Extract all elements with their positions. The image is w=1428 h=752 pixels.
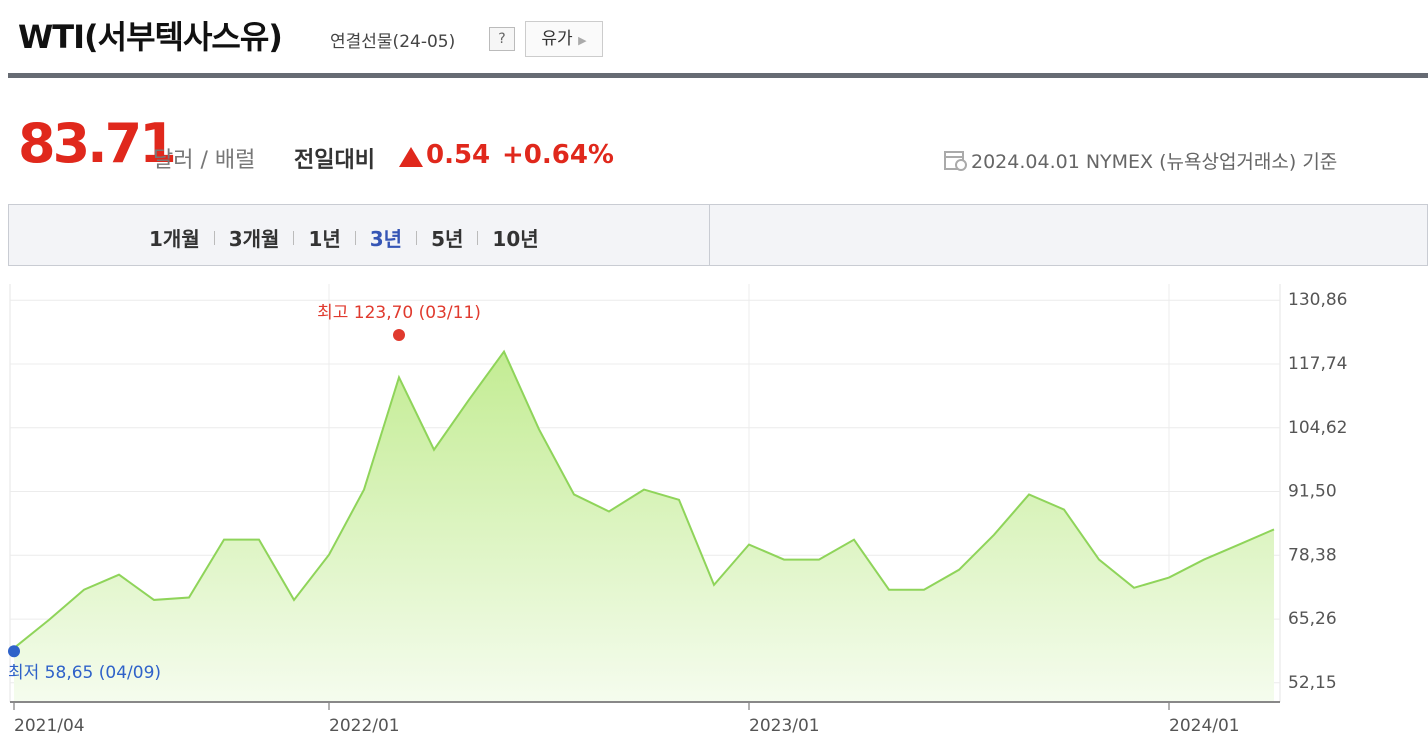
help-icon[interactable]: ? bbox=[489, 27, 515, 51]
tab-separator bbox=[293, 230, 295, 245]
x-tick-label: 2021/04 bbox=[14, 716, 85, 736]
category-button[interactable]: 유가 ▶ bbox=[525, 21, 603, 57]
y-tick-label: 91,50 bbox=[1288, 482, 1337, 502]
x-tick-label: 2024/01 bbox=[1169, 716, 1240, 736]
y-tick-label: 104,62 bbox=[1288, 418, 1347, 438]
change: 0.54 bbox=[426, 140, 491, 170]
tab-separator bbox=[354, 230, 356, 245]
y-tick-label: 130,86 bbox=[1288, 290, 1347, 310]
tab-separator bbox=[213, 230, 215, 245]
price: 83.71 bbox=[18, 112, 177, 175]
tab[interactable]: 10년 bbox=[492, 227, 539, 251]
x-tick-label: 2023/01 bbox=[749, 716, 820, 736]
tab[interactable]: 1개월 bbox=[149, 227, 200, 251]
chart: 52,15 65,26 78,38 91,50 104,62 117,74 130,86 20… bbox=[8, 284, 1347, 736]
y-tick-label: 117,74 bbox=[1288, 354, 1347, 374]
asof: 2024.04.01 NYMEX (뉴욕상업거래소) 기준 bbox=[971, 151, 1338, 173]
annotation-label: 최저 58,65 (04/09) bbox=[8, 663, 161, 683]
tab[interactable]: 3개월 bbox=[228, 227, 280, 251]
line bbox=[13, 349, 1275, 649]
title: WTI(서부텍사스유) bbox=[18, 18, 283, 56]
y-tick-label: 52,15 bbox=[1288, 673, 1337, 693]
up-icon bbox=[399, 147, 423, 167]
tabs: 1개월 3개월 1년 3년 5년 10년 bbox=[149, 223, 539, 252]
tab-bar: 1개월 3개월 1년 3년 5년 10년 bbox=[8, 204, 1428, 266]
change-label: 전일대비 bbox=[294, 148, 375, 173]
x-tick-label: 2022/01 bbox=[329, 716, 400, 736]
y-tick-label: 65,26 bbox=[1288, 609, 1337, 629]
annotation-dot bbox=[393, 329, 405, 342]
tab-separator bbox=[477, 230, 479, 245]
y-tick-label: 78,38 bbox=[1288, 545, 1337, 565]
area bbox=[14, 351, 1274, 702]
tab[interactable]: 5년 bbox=[431, 227, 464, 251]
annotation-dot bbox=[8, 645, 20, 658]
subtitle: 연결선물(24-05) bbox=[330, 32, 456, 52]
button-label: 유가 bbox=[541, 29, 573, 49]
divider bbox=[8, 73, 1428, 78]
calendar-icon bbox=[944, 151, 967, 171]
change-pct: +0.64% bbox=[502, 140, 614, 170]
tab[interactable]: 1년 bbox=[308, 227, 341, 251]
tab[interactable]: 3년 bbox=[369, 227, 403, 251]
unit: 달러 / 배럴 bbox=[153, 148, 256, 173]
annotation-label: 최고 123,70 (03/11) bbox=[317, 303, 481, 323]
tab-separator bbox=[416, 230, 418, 245]
